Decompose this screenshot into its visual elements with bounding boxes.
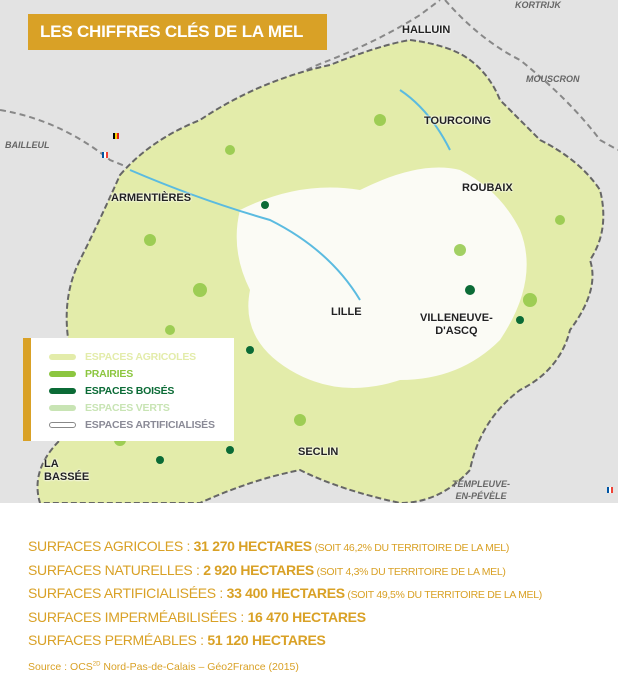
map-legend: ESPACES AGRICOLES PRAIRIES ESPACES BOISÉ… [23,338,234,441]
legend-item: ESPACES BOISÉS [49,385,174,397]
label-roubaix: ROUBAIX [462,182,513,194]
legend-item: ESPACES VERTS [49,402,170,414]
label-templeuve: TEMPLEUVE- EN-PÉVÈLE [452,479,511,501]
stat-row: SURFACES IMPERMÉABILISÉES : 16 470 HECTA… [28,608,366,625]
label-halluin: HALLUIN [402,24,451,36]
label-armentieres: ARMENTIÈRES [111,192,192,204]
label-bailleul: BAILLEUL [5,140,50,150]
source-note: Source : OCS2D Nord-Pas-de-Calais – Géo2… [28,661,299,673]
legend-item: ESPACES ARTIFICIALISÉS [49,419,215,431]
urban-area [236,167,527,388]
legend-swatch [49,422,76,428]
label-la-bassee: LA BASSÉE [44,458,90,483]
legend-item: ESPACES AGRICOLES [49,351,196,363]
legend-swatch [49,354,76,360]
stat-row: SURFACES AGRICOLES : 31 270 HECTARES (SO… [28,538,510,554]
label-villeneuve-dascq: VILLENEUVE- D'ASCQ [420,312,493,337]
label-tourcoing: TOURCOING [424,115,492,127]
label-seclin: SECLIN [298,446,339,458]
label-kortrijk: KORTRIJK [515,0,561,10]
label-lille: LILLE [331,306,362,318]
map-title: LES CHIFFRES CLÉS DE LA MEL [28,14,327,50]
legend-swatch [49,388,76,394]
france-flag-icon [102,152,108,158]
stat-row: SURFACES PERMÉABLES : 51 120 HECTARES [28,632,326,648]
legend-item: PRAIRIES [49,368,133,380]
key-figures: SURFACES AGRICOLES : 31 270 HECTARES (SO… [28,538,542,656]
legend-swatch [49,405,76,411]
legend-swatch [49,371,76,377]
france-flag-icon [607,487,613,493]
stat-row: SURFACES NATURELLES : 2 920 HECTARES (SO… [28,561,506,578]
map: LES CHIFFRES CLÉS DE LA MEL KORTRIJK MOU… [0,0,618,503]
belgium-flag-icon [113,133,119,139]
label-mouscron: MOUSCRON [526,74,580,84]
stat-row: SURFACES ARTIFICIALISÉES : 33 400 HECTAR… [28,585,542,601]
